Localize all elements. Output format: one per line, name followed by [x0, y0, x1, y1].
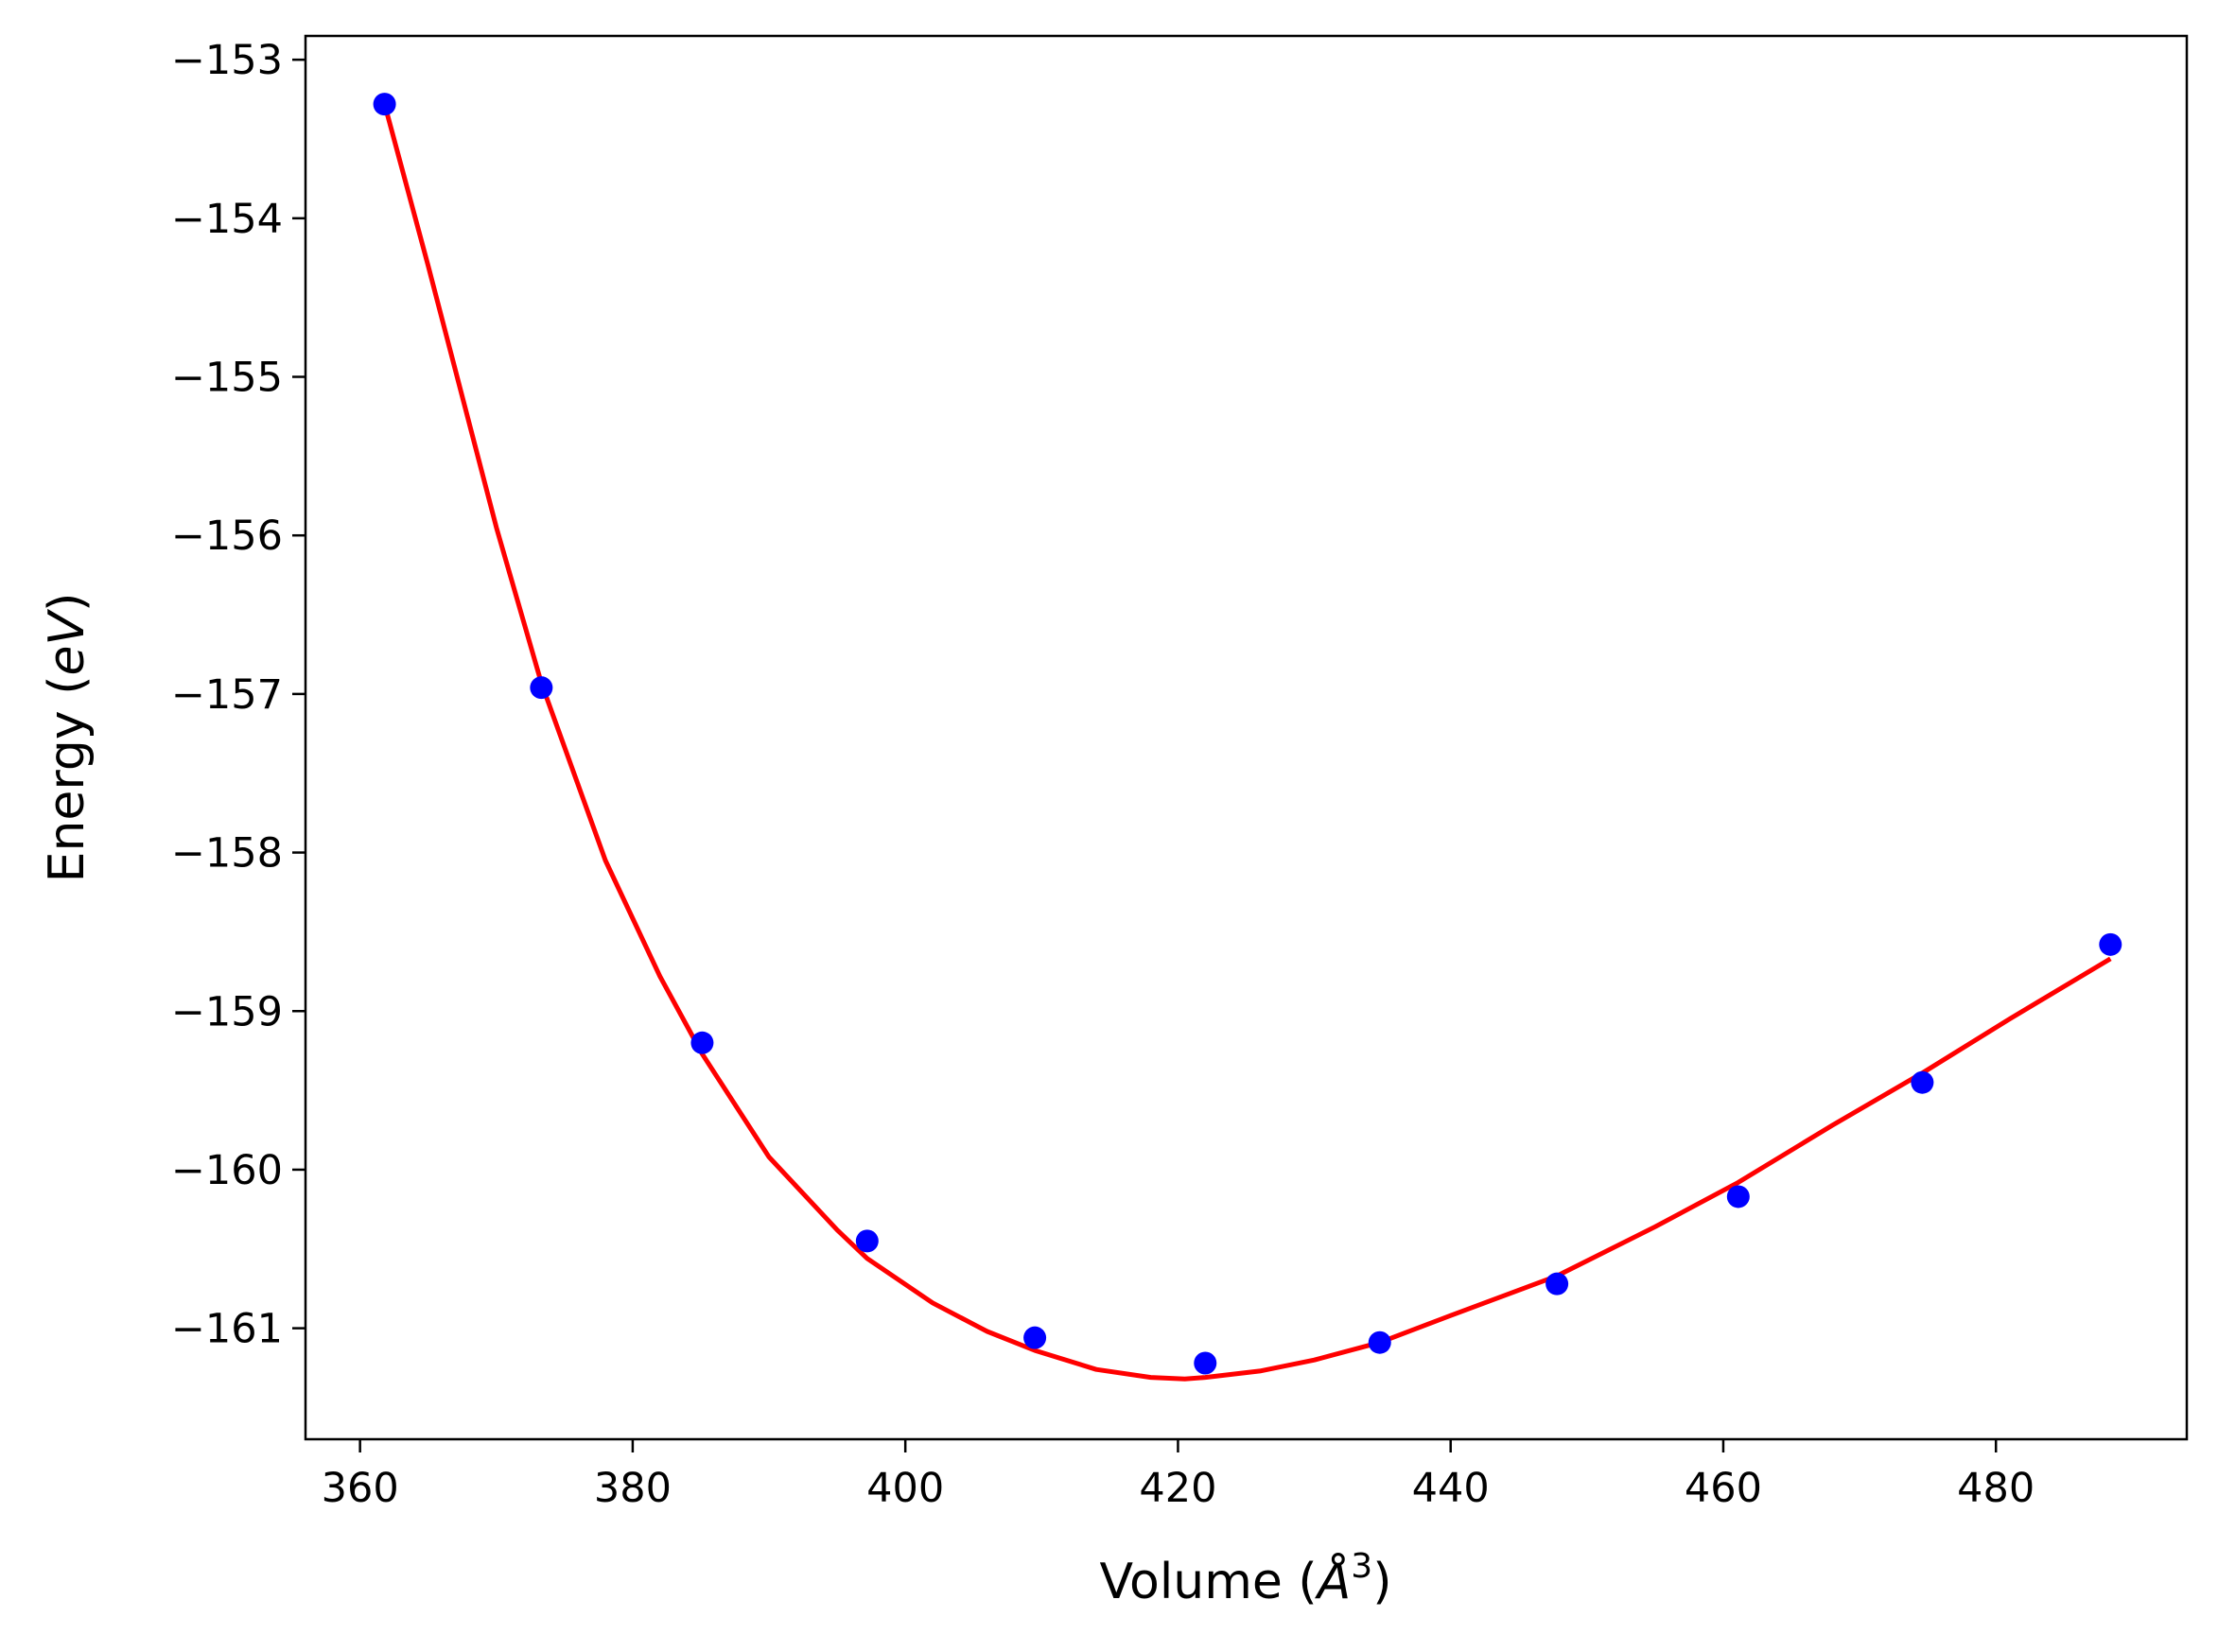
data-point [855, 1229, 879, 1253]
data-point [1911, 1070, 1934, 1094]
fit-curve [382, 103, 2112, 1382]
y-axis-ticks: −153 −154 −155 −156 −157 −158 −159 −160 −161 [171, 37, 306, 1353]
y-tick-label: −157 [171, 671, 283, 719]
y-tick-label: −155 [171, 355, 283, 402]
plot-frame [304, 34, 2189, 1441]
y-tick-label: −158 [171, 830, 283, 878]
y-axis-label-suffix: ) [39, 593, 96, 612]
data-point [1726, 1185, 1750, 1209]
y-tick-label: −161 [171, 1306, 283, 1353]
x-tick-label: 380 [594, 1465, 672, 1512]
y-axis-label-prefix: Energy ( [39, 676, 96, 883]
x-axis-label-prefix: Volume ( [1100, 1554, 1318, 1610]
y-tick-label: −153 [171, 37, 283, 84]
data-point [373, 93, 396, 116]
x-tick-label: 360 [322, 1465, 399, 1512]
data-point [1546, 1272, 1569, 1296]
y-axis-label: Energy (eV) [39, 593, 96, 883]
x-axis-label-symbol: Å [1315, 1552, 1352, 1610]
x-tick-label: 480 [1957, 1465, 2035, 1512]
data-point [530, 676, 553, 700]
data-point [1368, 1330, 1391, 1354]
y-tick-label: −156 [171, 513, 283, 560]
y-tick-label: −154 [171, 196, 283, 243]
y-tick-label: −159 [171, 988, 283, 1035]
fit-layer [382, 103, 2112, 1382]
x-axis-ticks: 360 380 400 420 440 460 480 [322, 1439, 2035, 1512]
data-point [1194, 1351, 1217, 1375]
x-tick-label: 420 [1139, 1465, 1216, 1512]
y-axis-label-italic: eV [39, 609, 96, 676]
data-point [1023, 1326, 1047, 1349]
x-axis-label: Volume (Å3) [1100, 1547, 1392, 1610]
x-tick-label: 400 [866, 1465, 944, 1512]
y-tick-label: −160 [171, 1147, 283, 1194]
data-point [2099, 932, 2122, 956]
x-axis-label-superscript: 3 [1351, 1547, 1372, 1586]
points-layer [373, 93, 2122, 1375]
x-axis-label-suffix: ) [1372, 1554, 1391, 1610]
plot-background [306, 36, 2187, 1439]
x-tick-label: 460 [1685, 1465, 1762, 1512]
x-tick-label: 440 [1412, 1465, 1490, 1512]
data-point [690, 1031, 714, 1054]
